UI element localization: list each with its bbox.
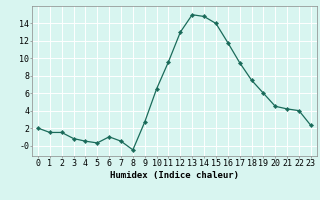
X-axis label: Humidex (Indice chaleur): Humidex (Indice chaleur)	[110, 171, 239, 180]
